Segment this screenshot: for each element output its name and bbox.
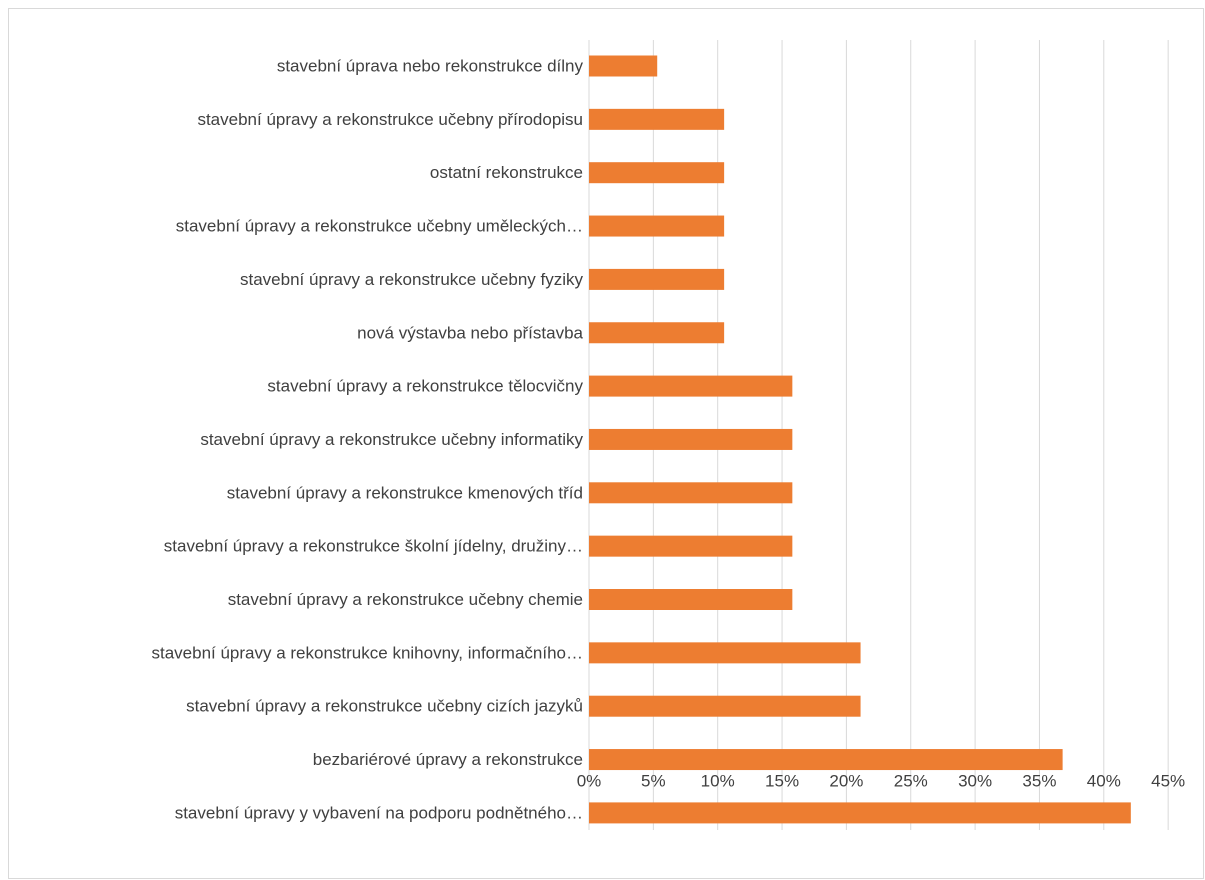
category-label: stavební úpravy y vybavení na podporu po…: [175, 803, 583, 822]
bar: [589, 535, 793, 557]
x-tick-label: 5%: [641, 772, 666, 791]
category-label: stavební úpravy a rekonstrukce tělocvičn…: [267, 377, 583, 396]
category-label: nová výstavba nebo přístavba: [357, 323, 583, 342]
bar: [589, 642, 861, 664]
chart-frame: [8, 8, 1204, 879]
x-tick-label: 45%: [1151, 772, 1185, 791]
category-label: ostatní rekonstrukce: [430, 163, 583, 182]
x-tick-label: 10%: [701, 772, 735, 791]
bar: [589, 749, 1063, 771]
bar: [589, 589, 793, 610]
x-tick-label: 20%: [829, 772, 863, 791]
category-label: stavební úpravy a rekonstrukce kmenových…: [227, 483, 583, 502]
x-tick-label: 40%: [1087, 772, 1121, 791]
category-label: bezbariérové úpravy a rekonstrukce: [313, 750, 583, 769]
category-label: stavební úpravy a rekonstrukce učebny ci…: [186, 697, 583, 716]
x-tick-label: 15%: [765, 772, 799, 791]
x-tick-label: 25%: [894, 772, 928, 791]
bar: [589, 108, 725, 130]
x-tick-label: 30%: [958, 772, 992, 791]
x-tick-labels: 0% 5% 10% 15% 20% 25% 30% 35% 40% 45%: [577, 772, 1185, 791]
bars: [589, 55, 1131, 824]
category-label: stavební úpravy a rekonstrukce učebny př…: [197, 110, 583, 129]
category-label: stavební úpravy a rekonstrukce učebny um…: [176, 217, 583, 236]
x-tick-label: 35%: [1022, 772, 1056, 791]
category-label: stavební úpravy a rekonstrukce učebny in…: [200, 430, 583, 449]
bar: [589, 375, 793, 397]
category-label: stavební úpravy a rekonstrukce učebny fy…: [240, 270, 583, 289]
category-label: stavební úpravy a rekonstrukce knihovny,…: [151, 643, 583, 662]
x-tick-label: 0%: [577, 772, 602, 791]
bar: [589, 162, 725, 184]
bar: [589, 428, 793, 450]
category-label: stavební úpravy a rekonstrukce učebny ch…: [228, 590, 583, 609]
category-labels: stavební úprava nebo rekonstrukce dílny s…: [151, 57, 583, 823]
bar: [589, 802, 1131, 824]
category-label: stavební úprava nebo rekonstrukce dílny: [277, 57, 584, 76]
bar: [589, 322, 725, 344]
bar: [589, 268, 725, 290]
bar: [589, 215, 725, 237]
bar: [589, 695, 861, 717]
bar: [589, 482, 793, 504]
category-label: stavební úpravy a rekonstrukce školní jí…: [164, 537, 583, 556]
bar: [589, 55, 658, 77]
